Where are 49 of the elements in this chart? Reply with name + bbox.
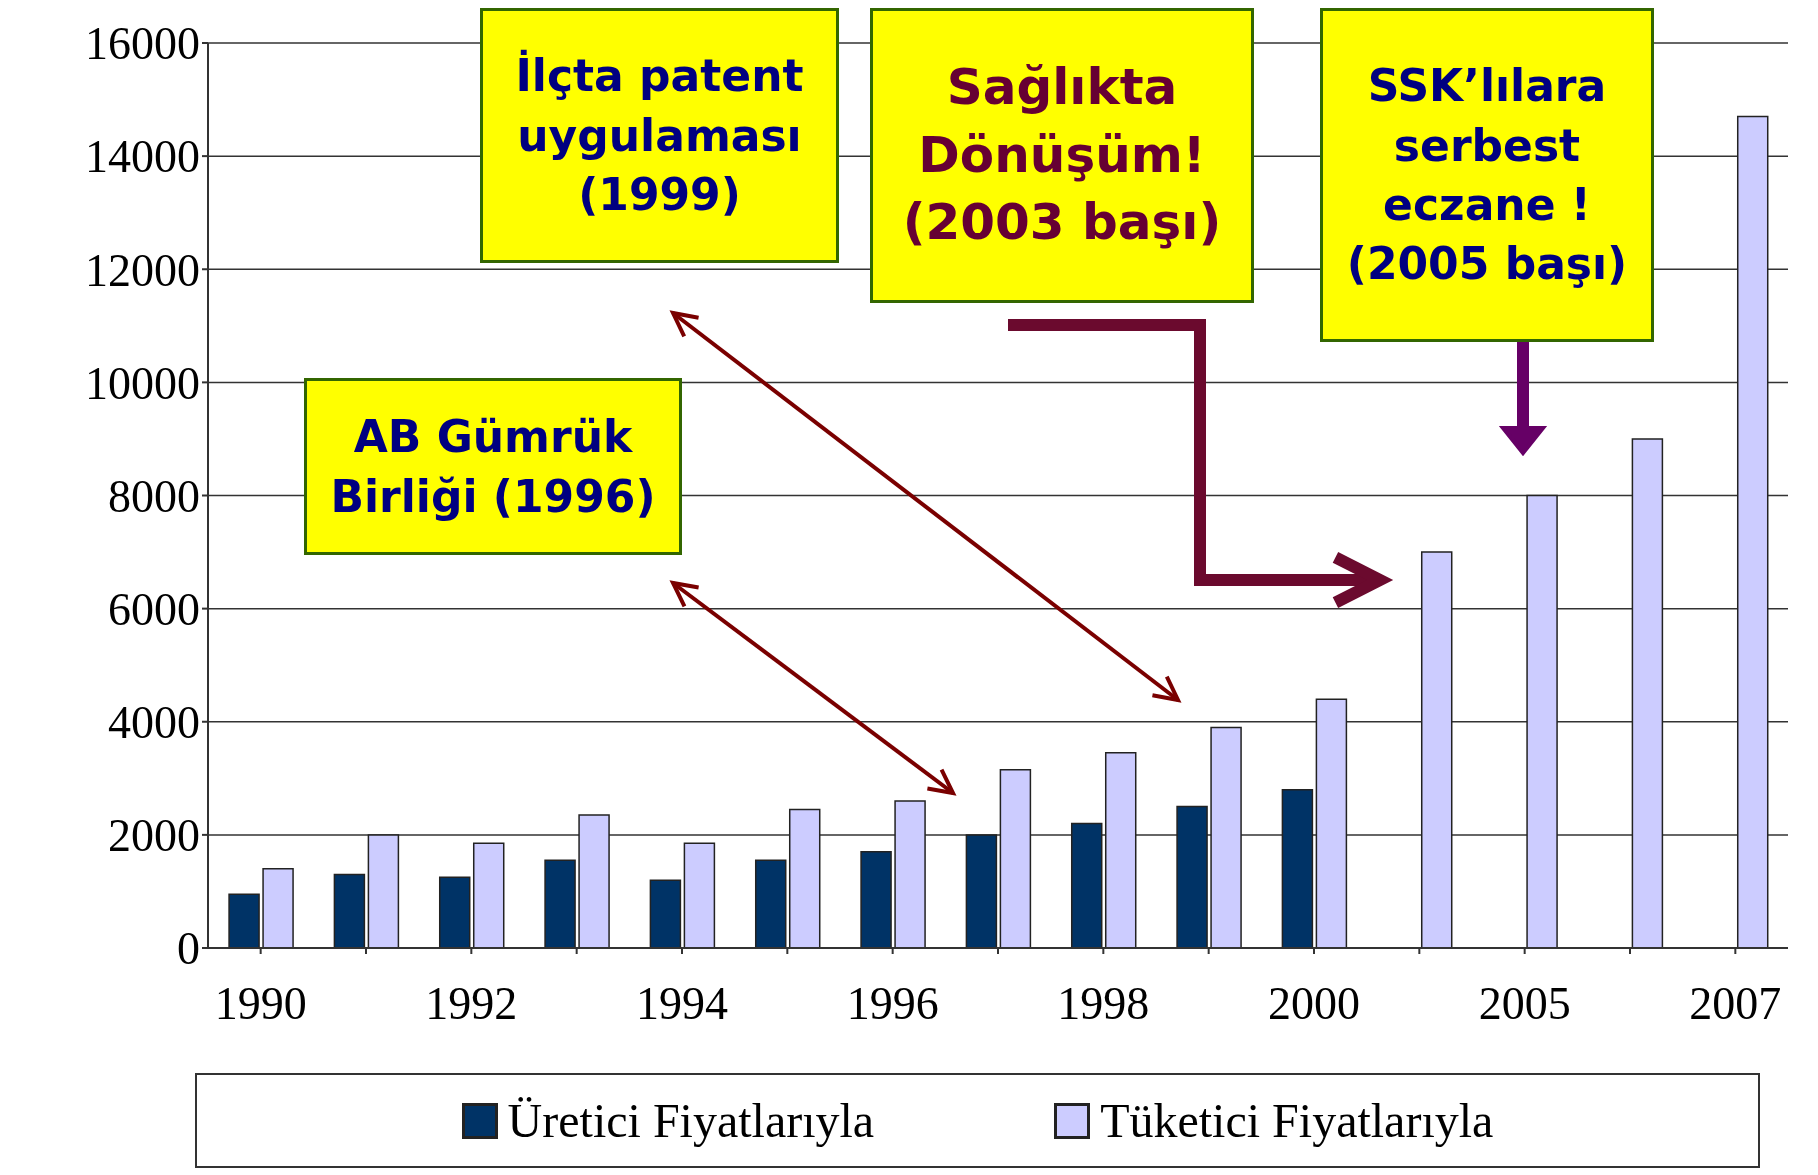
y-tick-label: 0	[177, 923, 200, 975]
bar	[788, 808, 821, 948]
annotation: Sağlıkta Dönüşüm! (2003 başı)	[870, 8, 1254, 303]
annotation: AB Gümrük Birliği (1996)	[304, 378, 682, 555]
bar	[1210, 726, 1242, 948]
x-tick-label: 2000	[1268, 977, 1360, 1029]
y-tick-label: 2000	[108, 810, 200, 862]
y-tick-label: 8000	[108, 470, 200, 522]
legend-label: Tüketici Fiyatlarıyla	[1100, 1093, 1494, 1148]
y-tick-label: 14000	[85, 131, 200, 183]
x-tick-label: 1998	[1057, 977, 1150, 1029]
y-tick-label: 12000	[85, 244, 200, 296]
bar	[472, 842, 505, 948]
bar	[262, 868, 294, 948]
bar	[544, 859, 576, 948]
bar	[1104, 752, 1137, 948]
bar	[333, 873, 366, 948]
x-tick-label: 1992	[425, 977, 518, 1029]
bar	[1420, 551, 1453, 948]
bar	[1526, 494, 1558, 948]
x-tick-label: 2007	[1689, 977, 1782, 1029]
x-tick-label: 1990	[214, 977, 307, 1029]
bar	[1315, 698, 1348, 948]
y-tick-label: 10000	[85, 357, 200, 409]
bar	[894, 800, 926, 948]
bar	[367, 834, 400, 948]
y-tick-label: 4000	[108, 697, 200, 749]
annotation: SSK’lılara serbest eczane ! (2005 başı)	[1320, 8, 1654, 342]
bar	[438, 876, 471, 948]
bar	[1736, 115, 1769, 948]
bar	[1281, 788, 1314, 948]
bar	[683, 842, 716, 948]
legend-label: Üretici Fiyatlarıyla	[507, 1093, 875, 1148]
annotation: İlçta patent uygulaması (1999)	[480, 8, 839, 263]
bar	[649, 879, 682, 948]
bar	[228, 893, 260, 948]
bar	[860, 851, 892, 948]
bar	[1176, 805, 1208, 948]
x-tick-label: 2005	[1478, 977, 1571, 1029]
y-tick-label: 16000	[85, 18, 200, 70]
x-tick-label: 1996	[846, 977, 939, 1029]
y-tick-label: 6000	[108, 583, 200, 635]
bar	[578, 814, 610, 948]
bar	[999, 769, 1032, 948]
x-tick-label: 1994	[636, 977, 728, 1029]
bar	[1070, 822, 1103, 948]
bar	[965, 834, 998, 948]
bar	[1631, 438, 1664, 948]
bar	[754, 859, 787, 948]
